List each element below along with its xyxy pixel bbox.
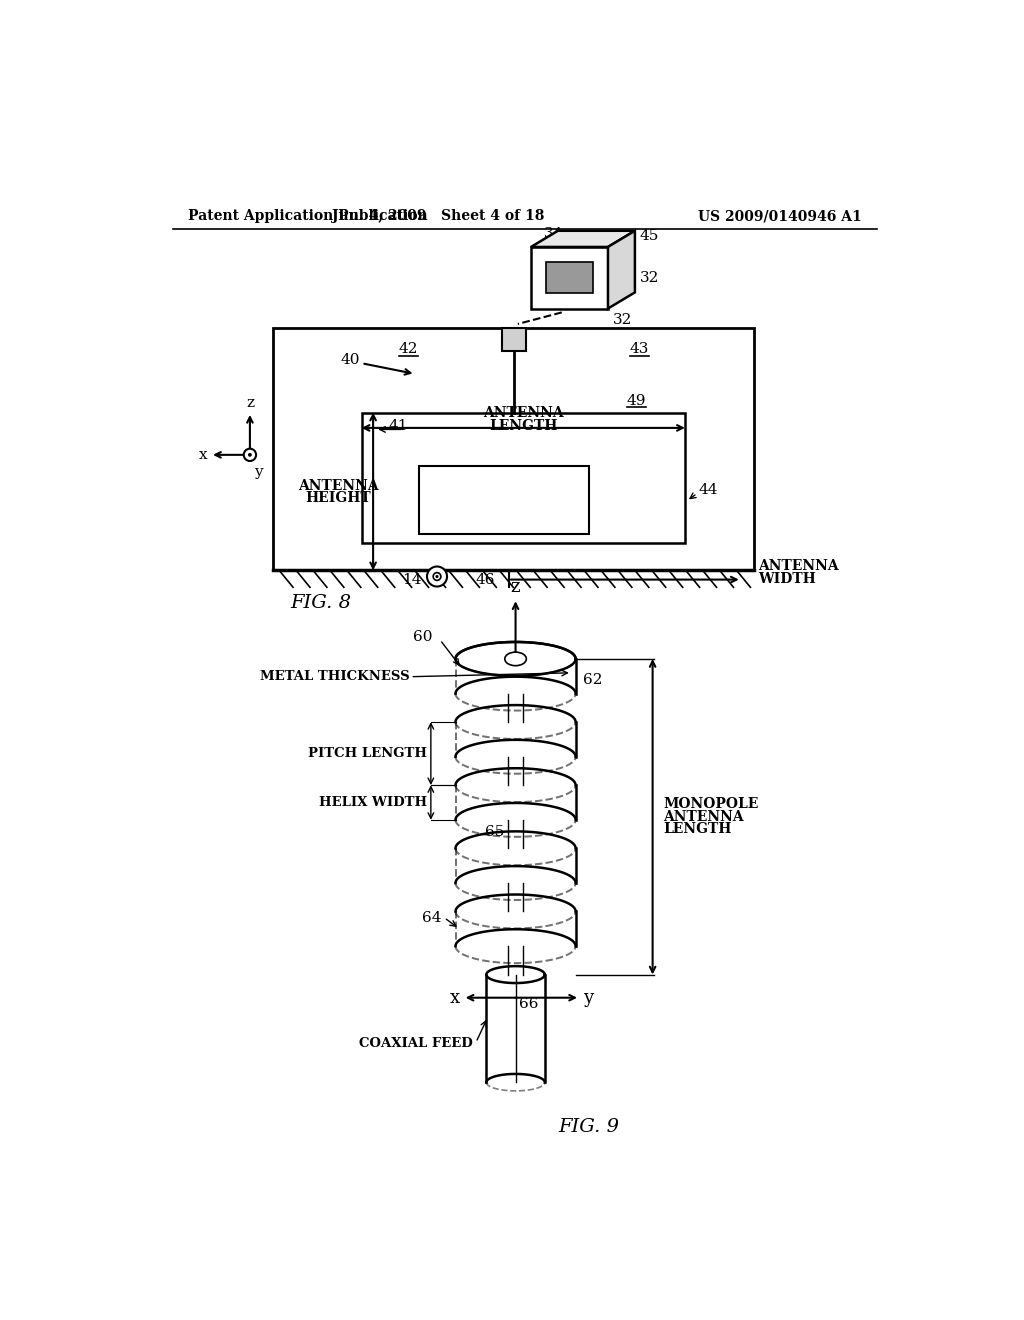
Text: FIG. 8: FIG. 8 xyxy=(290,594,351,611)
Bar xyxy=(503,327,525,351)
Bar xyxy=(531,247,608,309)
Circle shape xyxy=(435,576,438,578)
Text: 32: 32 xyxy=(612,313,632,327)
Circle shape xyxy=(248,453,252,457)
Polygon shape xyxy=(608,231,635,309)
Text: 60: 60 xyxy=(413,631,432,644)
Text: 14: 14 xyxy=(402,573,422,587)
Polygon shape xyxy=(531,231,635,247)
Text: 42: 42 xyxy=(398,342,418,356)
Text: ANTENNA: ANTENNA xyxy=(758,560,839,573)
Ellipse shape xyxy=(505,652,526,665)
Text: 41: 41 xyxy=(389,420,409,433)
Text: 32: 32 xyxy=(640,271,658,285)
Text: 49: 49 xyxy=(627,393,646,408)
Text: ANTENNA: ANTENNA xyxy=(483,407,563,420)
Text: 44: 44 xyxy=(698,483,718,496)
Text: LENGTH: LENGTH xyxy=(664,822,732,836)
Text: HEIGHT: HEIGHT xyxy=(305,491,372,506)
Text: FIG. 9: FIG. 9 xyxy=(558,1118,618,1137)
Circle shape xyxy=(433,573,441,581)
Text: z: z xyxy=(511,578,520,595)
Bar xyxy=(547,263,593,293)
Text: METAL THICKNESS: METAL THICKNESS xyxy=(260,671,410,684)
Text: y: y xyxy=(583,989,593,1007)
Text: LENGTH: LENGTH xyxy=(489,418,557,433)
Text: 45: 45 xyxy=(640,230,658,243)
Text: ANTENNA: ANTENNA xyxy=(298,479,379,492)
Bar xyxy=(273,327,755,570)
Text: x: x xyxy=(199,447,208,462)
Text: Patent Application Publication: Patent Application Publication xyxy=(188,209,428,223)
Bar xyxy=(419,466,589,535)
Text: 62: 62 xyxy=(584,673,603,688)
Text: Jun. 4, 2009   Sheet 4 of 18: Jun. 4, 2009 Sheet 4 of 18 xyxy=(333,209,545,223)
Text: 66: 66 xyxy=(519,997,539,1011)
Text: 43: 43 xyxy=(629,342,648,356)
Text: ANTENNA: ANTENNA xyxy=(664,809,744,824)
Circle shape xyxy=(244,449,256,461)
Text: z: z xyxy=(246,396,254,411)
Text: WIDTH: WIDTH xyxy=(758,572,816,586)
Text: PITCH LENGTH: PITCH LENGTH xyxy=(308,747,427,760)
Text: 65: 65 xyxy=(484,825,504,840)
Text: 34: 34 xyxy=(545,227,564,240)
Text: x: x xyxy=(450,989,460,1007)
Circle shape xyxy=(427,566,447,586)
Text: 40: 40 xyxy=(340,354,359,367)
Text: 46: 46 xyxy=(475,573,495,586)
Text: y: y xyxy=(254,465,262,479)
Text: COAXIAL FEED: COAXIAL FEED xyxy=(358,1038,472,1051)
Text: 64: 64 xyxy=(422,911,441,924)
Text: HELIX WIDTH: HELIX WIDTH xyxy=(318,796,427,809)
Bar xyxy=(361,413,685,544)
Text: MONOPOLE: MONOPOLE xyxy=(664,797,759,812)
Text: US 2009/0140946 A1: US 2009/0140946 A1 xyxy=(698,209,862,223)
